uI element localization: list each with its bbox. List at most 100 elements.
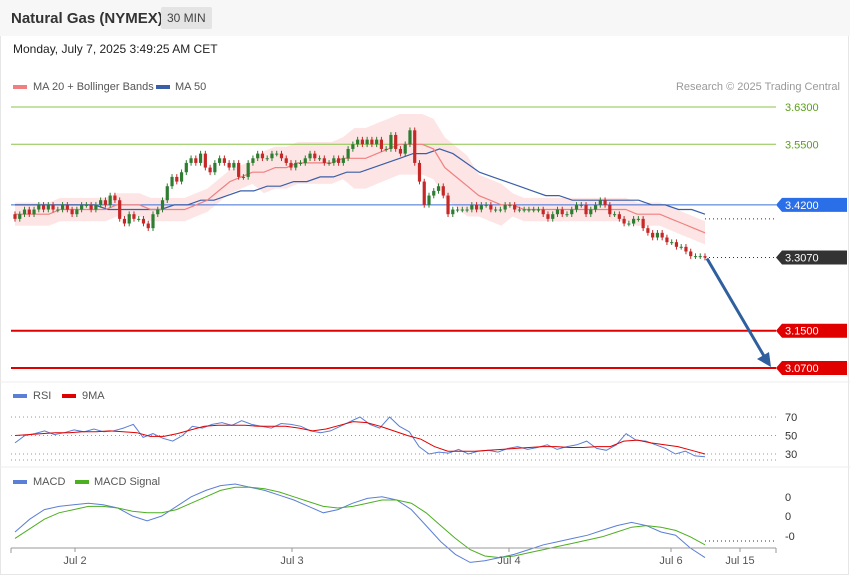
candle-body <box>684 246 688 252</box>
candle-body <box>360 139 364 145</box>
candle-body <box>351 144 355 149</box>
candle-body <box>622 218 626 224</box>
candle-body <box>198 153 203 163</box>
candle-body <box>118 200 122 219</box>
level-label: 3.0700 <box>785 363 819 375</box>
candle-body <box>327 162 331 164</box>
candle-body <box>384 148 388 150</box>
candle-body <box>89 204 93 210</box>
candle-body <box>184 162 188 173</box>
candle-body <box>413 130 417 163</box>
candle-body <box>498 209 502 211</box>
candle-body <box>70 209 74 215</box>
ma20-line <box>15 143 706 234</box>
candle-body <box>137 218 141 220</box>
candle-body <box>689 251 693 257</box>
candle-body <box>275 153 279 155</box>
ma50-legend-swatch <box>156 85 170 89</box>
candle-body <box>56 209 60 211</box>
candle-body <box>99 200 103 205</box>
x-tick-label: Jul 6 <box>659 555 682 567</box>
candle-body <box>265 158 269 160</box>
macd-legend-swatch <box>13 480 27 484</box>
candle-body <box>389 134 393 149</box>
candle-body <box>75 209 79 215</box>
candle-body <box>222 158 226 163</box>
candle-body <box>170 176 174 187</box>
candle-body <box>479 204 483 210</box>
candle-body <box>541 209 545 215</box>
candle-body <box>189 158 193 163</box>
candle-body <box>284 158 288 163</box>
candle-body <box>693 256 698 258</box>
candle-body <box>156 209 160 215</box>
macd-signal-line <box>14 486 706 559</box>
candle-body <box>670 242 674 244</box>
candle-body <box>641 218 645 229</box>
candle-body <box>227 162 231 168</box>
candle-body <box>489 204 493 210</box>
candle-body <box>218 158 222 163</box>
rsi-tick-label: 70 <box>785 412 797 424</box>
candle-body <box>589 209 593 215</box>
candle-body <box>598 200 602 205</box>
candle-body <box>612 214 617 216</box>
candle-body <box>517 209 522 211</box>
candle-body <box>679 246 683 248</box>
candle-body <box>436 186 441 191</box>
candle-body <box>341 158 345 163</box>
rsi-legend-swatch <box>13 394 27 398</box>
candle-body <box>232 162 236 168</box>
candle-body <box>398 148 403 154</box>
candle-body <box>603 200 607 205</box>
candle-body <box>46 204 50 210</box>
chart-datetime: Monday, July 7, 2025 3:49:25 AM CET <box>13 42 218 56</box>
copyright-text: Research © 2025 Trading Central <box>676 81 840 93</box>
candle-body <box>632 218 636 224</box>
candle-body <box>460 209 464 211</box>
candle-body <box>503 204 507 210</box>
candle-body <box>94 204 98 210</box>
candle-body <box>432 190 436 196</box>
candle-body <box>470 204 474 210</box>
candle-body <box>446 195 450 215</box>
rsi-tick-label: 50 <box>785 431 797 443</box>
candle-body <box>527 209 531 211</box>
macd-panel: 0 0 -0 <box>14 483 795 563</box>
timeframe-badge[interactable]: 30 MIN <box>161 7 212 29</box>
candle-body <box>160 200 165 210</box>
candle-body <box>356 139 360 145</box>
ma20-legend-swatch <box>13 85 27 89</box>
candle-body <box>484 204 488 206</box>
candle-body <box>560 209 564 215</box>
level-label: 3.6300 <box>785 102 819 114</box>
level-label: 3.4200 <box>785 200 819 212</box>
candle-body <box>651 232 655 238</box>
candle-body <box>260 153 265 159</box>
candle-body <box>298 162 303 164</box>
candle-body <box>593 204 598 210</box>
level-tag <box>776 361 847 375</box>
candle-body <box>646 228 650 233</box>
macd-tick-label: 0 <box>785 511 791 523</box>
candle-body <box>241 176 246 178</box>
candle-body <box>660 232 664 238</box>
candle-body <box>417 162 422 182</box>
candle-body <box>237 162 241 177</box>
candle-body <box>103 200 108 205</box>
ma50-line <box>15 148 706 215</box>
candle-body <box>32 209 36 215</box>
macd-tick-label: -0 <box>785 531 795 543</box>
candle-body <box>336 158 341 163</box>
candle-body <box>455 209 460 211</box>
candle-body <box>13 214 17 219</box>
candle-body <box>322 158 326 163</box>
candle-body <box>441 186 445 196</box>
rsi-legend-label: RSI <box>33 390 51 402</box>
candle-body <box>365 139 369 145</box>
candle-body <box>665 237 669 243</box>
candle-body <box>403 144 407 154</box>
candle-body <box>551 214 555 219</box>
candle-body <box>203 153 207 168</box>
